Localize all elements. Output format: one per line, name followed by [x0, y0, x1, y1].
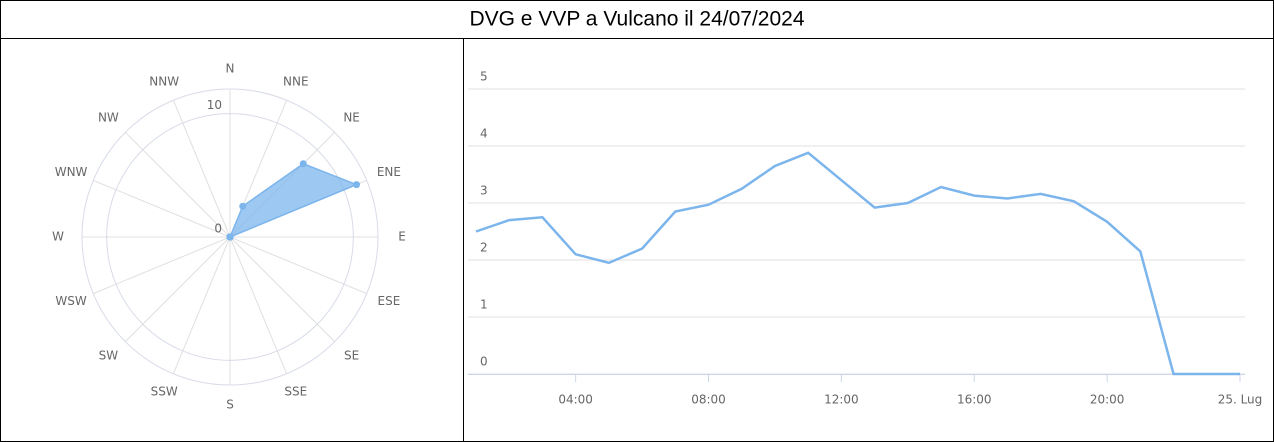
x-tick-label: 16:00 — [957, 393, 992, 407]
direction-label: N — [226, 62, 235, 76]
direction-label: S — [226, 398, 234, 412]
series-line — [475, 151, 1240, 376]
direction-label: NW — [98, 111, 119, 125]
x-tick-label: 20:00 — [1090, 393, 1125, 407]
direction-label: W — [52, 230, 64, 244]
area — [228, 162, 359, 239]
direction-label: NE — [343, 111, 360, 125]
direction-label: SSE — [284, 385, 307, 399]
y-tick-label: 5 — [480, 70, 488, 84]
spoke — [229, 236, 367, 295]
spoke — [93, 236, 231, 295]
point — [299, 160, 307, 168]
point — [352, 181, 360, 189]
x-tick-label: 04:00 — [558, 393, 593, 407]
direction-label: ENE — [377, 165, 401, 179]
spoke — [172, 236, 231, 374]
point — [226, 233, 234, 241]
direction-label: WSW — [55, 294, 86, 308]
x-tick-label: 12:00 — [824, 393, 859, 407]
spoke — [229, 236, 336, 343]
direction-label: E — [398, 230, 406, 244]
y-tick-label: 3 — [480, 184, 488, 198]
direction-label: ESE — [378, 294, 401, 308]
radial-tick-label: 10 — [207, 98, 222, 112]
direction-label: SE — [344, 348, 359, 362]
page-title: DVG e VVP a Vulcano il 24/07/2024 — [469, 8, 804, 31]
spoke — [93, 179, 231, 238]
y-tick-label: 1 — [480, 298, 488, 312]
x-tick-label: 08:00 — [691, 393, 726, 407]
spoke — [172, 100, 231, 238]
point — [239, 202, 247, 210]
direction-label: SW — [99, 348, 119, 362]
y-tick-label: 2 — [480, 241, 488, 255]
y-tick-label: 4 — [480, 127, 488, 141]
x-tick-label: 25. Lug — [1218, 393, 1263, 407]
direction-label: NNW — [149, 74, 179, 88]
grid-ring — [106, 113, 354, 361]
direction-label: WNW — [55, 165, 88, 179]
spoke — [124, 236, 231, 343]
y-tick-label: 0 — [480, 355, 488, 369]
radial-tick-label: 0 — [214, 222, 222, 236]
direction-label: NNE — [283, 74, 309, 88]
direction-label: SSW — [151, 385, 178, 399]
spoke — [229, 236, 288, 374]
